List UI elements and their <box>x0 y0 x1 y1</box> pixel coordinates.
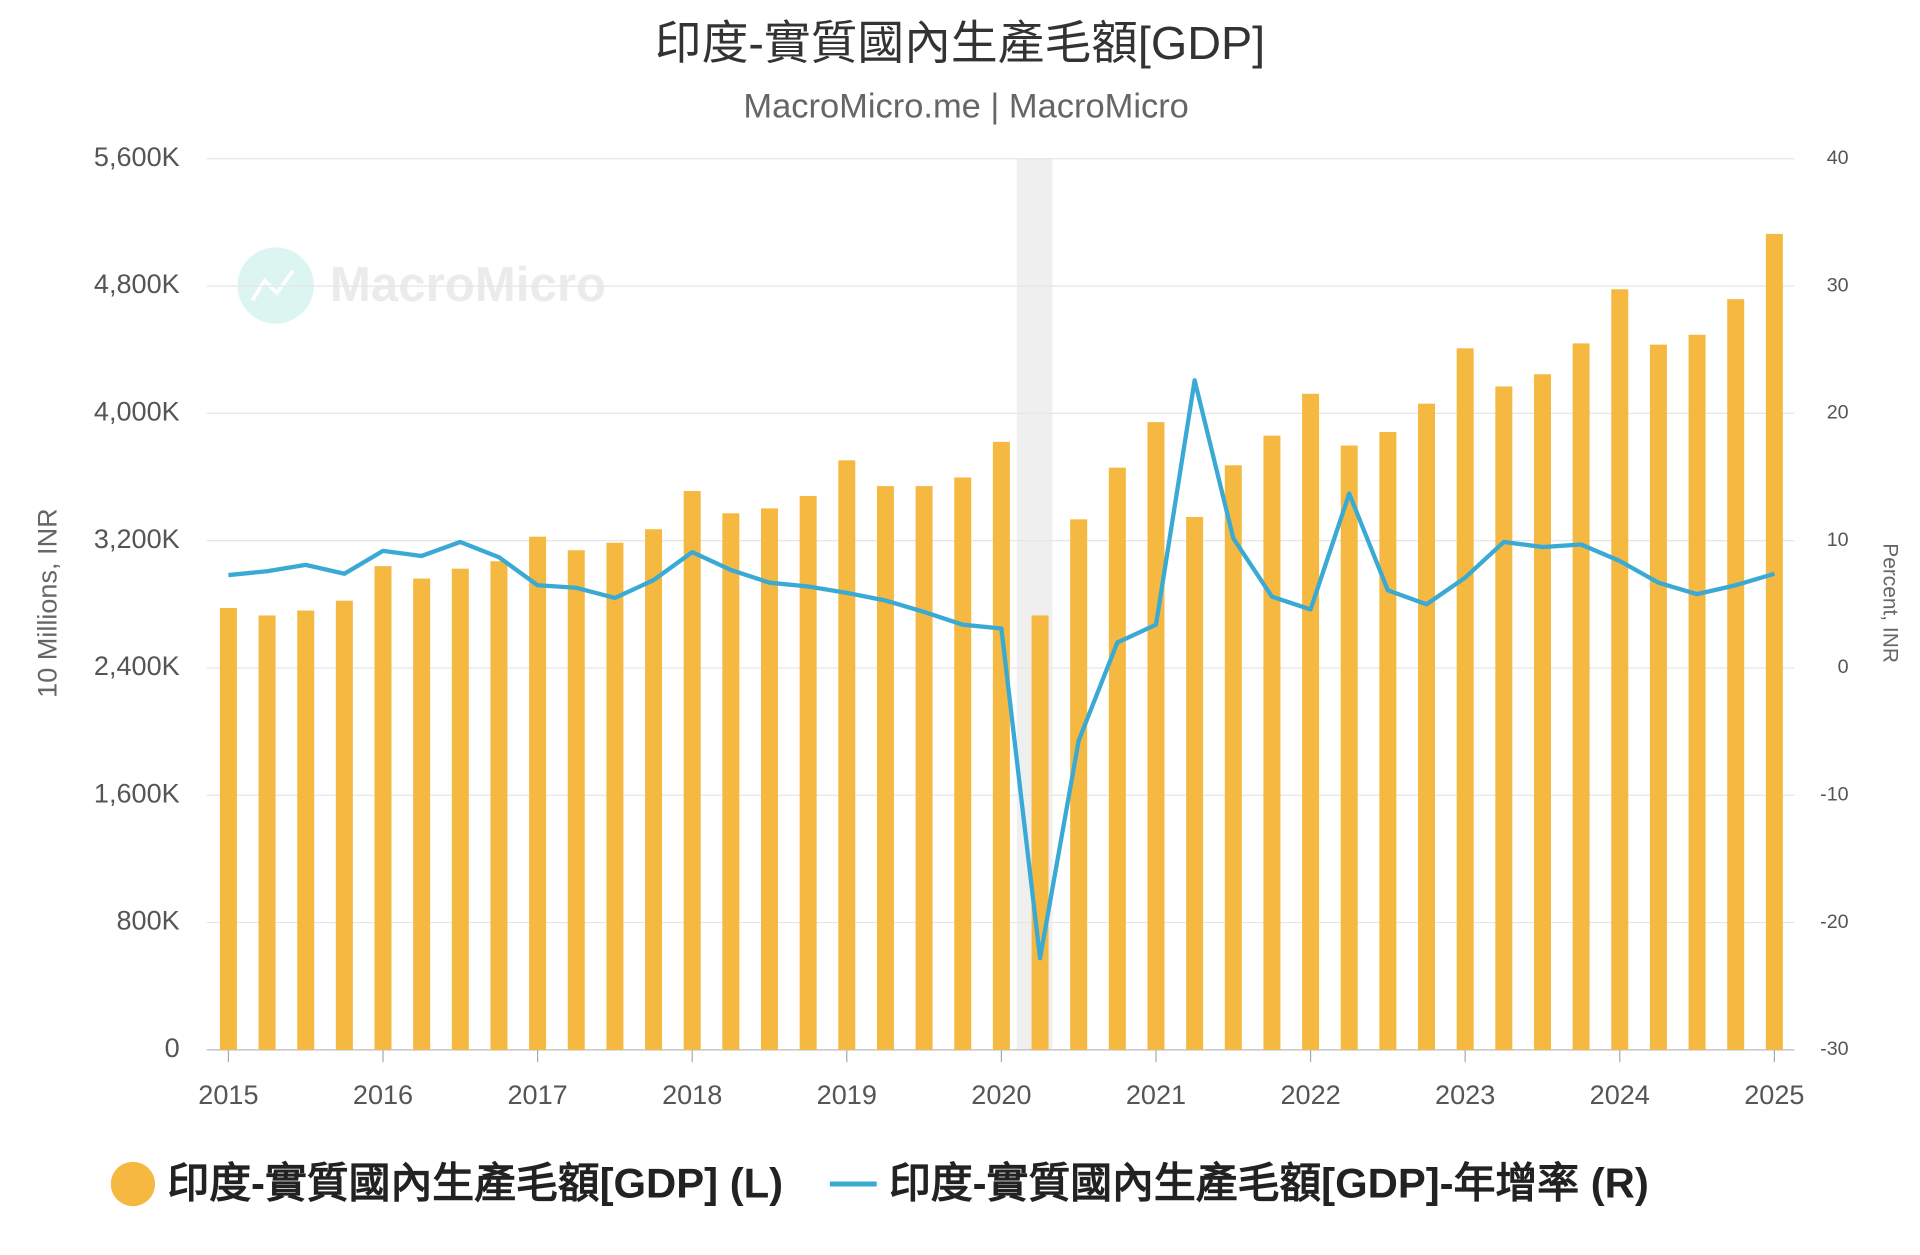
bar <box>1727 299 1745 1050</box>
y2-tick-label: 40 <box>1827 147 1849 169</box>
bar <box>1572 343 1590 1050</box>
y2-tick-label: -30 <box>1820 1038 1849 1060</box>
bar <box>1263 435 1281 1050</box>
bar <box>683 491 701 1050</box>
bar <box>799 495 817 1050</box>
y2-tick-label: 20 <box>1827 402 1849 424</box>
y-axis-title: 10 Millions, INR <box>31 508 62 698</box>
legend: 印度-實質國內生產毛額[GDP] (L) 印度-實質國內生產毛額[GDP]-年增率… <box>110 1160 1649 1207</box>
bar <box>1649 344 1667 1050</box>
watermark-icon-line <box>250 269 295 302</box>
watermark: MacroMicro <box>237 247 606 324</box>
bar <box>413 578 431 1050</box>
bar <box>838 460 856 1050</box>
bar <box>1765 233 1783 1050</box>
bar <box>606 542 624 1050</box>
y2-axis-title: Percent, INR <box>1879 543 1902 663</box>
x-tick-label: 2021 <box>1126 1079 1186 1110</box>
bar <box>567 550 585 1050</box>
bar <box>335 600 353 1050</box>
bar <box>645 529 663 1050</box>
bar <box>760 508 778 1050</box>
bar <box>1340 445 1358 1050</box>
bar <box>992 441 1010 1050</box>
bar <box>219 607 237 1050</box>
x-tick-label: 2025 <box>1744 1079 1804 1110</box>
y-tick-label: 5,600K <box>94 141 180 172</box>
y-tick-label: 0 <box>165 1032 180 1063</box>
bar <box>1186 516 1204 1050</box>
bar <box>1224 465 1242 1050</box>
y2-tick-label: 10 <box>1827 529 1849 551</box>
x-tick-label: 2017 <box>507 1079 567 1110</box>
y-tick-label: 4,800K <box>94 268 180 299</box>
bar <box>374 566 392 1050</box>
x-tick-label: 2015 <box>198 1079 258 1110</box>
y2-tick-label: -10 <box>1820 783 1849 805</box>
bar <box>529 536 547 1050</box>
bar <box>1108 467 1126 1050</box>
legend-label: 印度-實質國內生產毛額[GDP]-年增率 (R) <box>889 1160 1649 1207</box>
bar <box>1302 393 1320 1050</box>
bar <box>1070 519 1088 1050</box>
watermark-text: MacroMicro <box>330 257 606 312</box>
x-tick-label: 2019 <box>817 1079 877 1110</box>
bar <box>722 513 740 1050</box>
bar <box>1147 422 1165 1050</box>
x-tick-label: 2023 <box>1435 1079 1495 1110</box>
bar <box>1688 334 1706 1050</box>
bar <box>490 561 508 1050</box>
bar <box>954 477 972 1050</box>
x-tick-label: 2018 <box>662 1079 722 1110</box>
legend-swatch <box>110 1161 156 1207</box>
bar <box>1418 403 1436 1050</box>
bar <box>1379 431 1397 1050</box>
bar <box>1533 374 1551 1050</box>
bar <box>451 568 469 1050</box>
y-tick-label: 2,400K <box>94 650 180 681</box>
x-tick-label: 2022 <box>1280 1079 1340 1110</box>
x-tick-label: 2020 <box>971 1079 1031 1110</box>
y-tick-label: 3,200K <box>94 523 180 554</box>
y-tick-label: 800K <box>116 905 179 936</box>
legend-label: 印度-實質國內生產毛額[GDP] (L) <box>167 1160 783 1207</box>
chart-title: 印度-實質國內生產毛額[GDP] <box>655 17 1265 69</box>
line-series <box>228 378 1775 961</box>
bar <box>876 486 894 1050</box>
bar <box>1031 615 1049 1050</box>
x-tick-label: 2016 <box>353 1079 413 1110</box>
y-tick-label: 4,000K <box>94 396 180 427</box>
y2-tick-label: 0 <box>1838 656 1849 678</box>
bar <box>258 615 276 1050</box>
y2-tick-label: 30 <box>1827 274 1849 296</box>
y2-tick-label: -20 <box>1820 911 1849 933</box>
x-tick-label: 2024 <box>1590 1079 1650 1110</box>
bar <box>915 486 933 1050</box>
bar <box>1456 348 1474 1050</box>
chart-subtitle: MacroMicro.me | MacroMicro <box>743 87 1188 125</box>
bar <box>297 610 315 1050</box>
bar <box>1495 386 1513 1050</box>
y-tick-label: 1,600K <box>94 777 180 808</box>
bar <box>1611 289 1629 1050</box>
